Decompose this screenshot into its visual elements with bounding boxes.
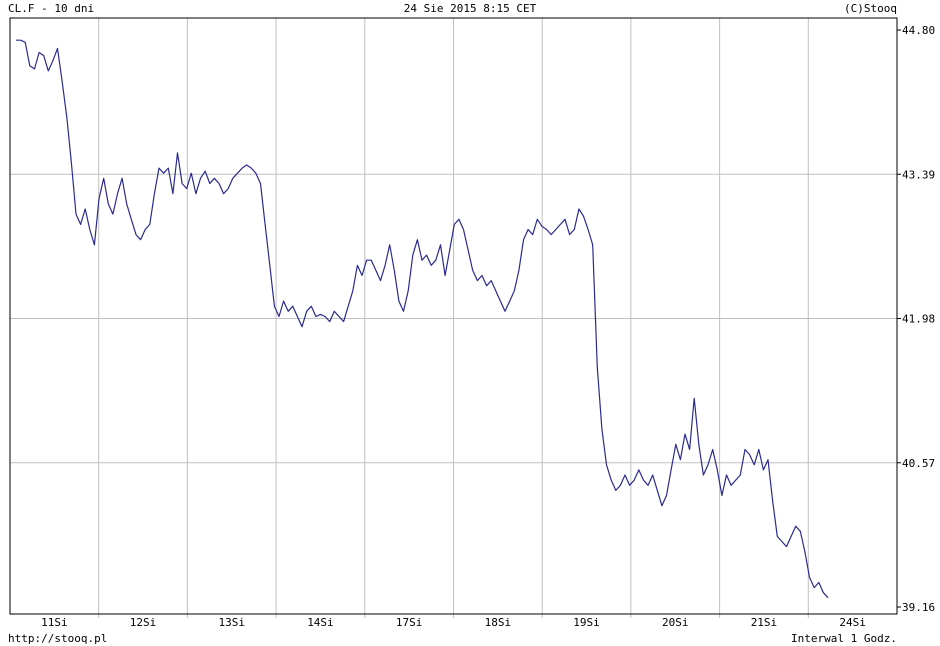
header-timestamp: 24 Sie 2015 8:15 CET <box>404 2 537 15</box>
y-tick-label: 41.98 <box>902 313 935 326</box>
x-tick-label: 11Si <box>41 616 68 629</box>
y-tick-label: 39.16 <box>902 601 935 614</box>
header-symbol: CL.F - 10 dni <box>8 2 94 15</box>
price-series-line <box>16 39 829 599</box>
y-tick-label: 40.57 <box>902 457 935 470</box>
x-tick-label: 21Si <box>751 616 778 629</box>
x-tick-label: 12Si <box>130 616 157 629</box>
plot-frame <box>9 17 898 615</box>
y-tick-label: 43.39 <box>902 168 935 181</box>
x-tick-label: 17Si <box>396 616 423 629</box>
footer-interval: Interwal 1 Godz. <box>791 632 897 645</box>
footer-source-url[interactable]: http://stooq.pl <box>8 632 107 645</box>
header-copyright: (C)Stooq <box>844 2 897 15</box>
y-axis-ticks: 44.80 43.39 41.98 40.57 39.16 <box>897 24 935 614</box>
x-tick-label: 20Si <box>662 616 689 629</box>
x-tick-label: 24Si <box>839 616 866 629</box>
x-tick-label: 19Si <box>573 616 600 629</box>
y-tick-label: 44.80 <box>902 24 935 37</box>
x-tick-label: 18Si <box>485 616 512 629</box>
grid <box>10 18 897 618</box>
x-axis-ticks: 11Si 12Si 13Si 14Si 17Si 18Si 19Si 20Si 21Si 24Si <box>41 616 866 629</box>
x-tick-label: 13Si <box>219 616 246 629</box>
x-tick-label: 14Si <box>307 616 334 629</box>
